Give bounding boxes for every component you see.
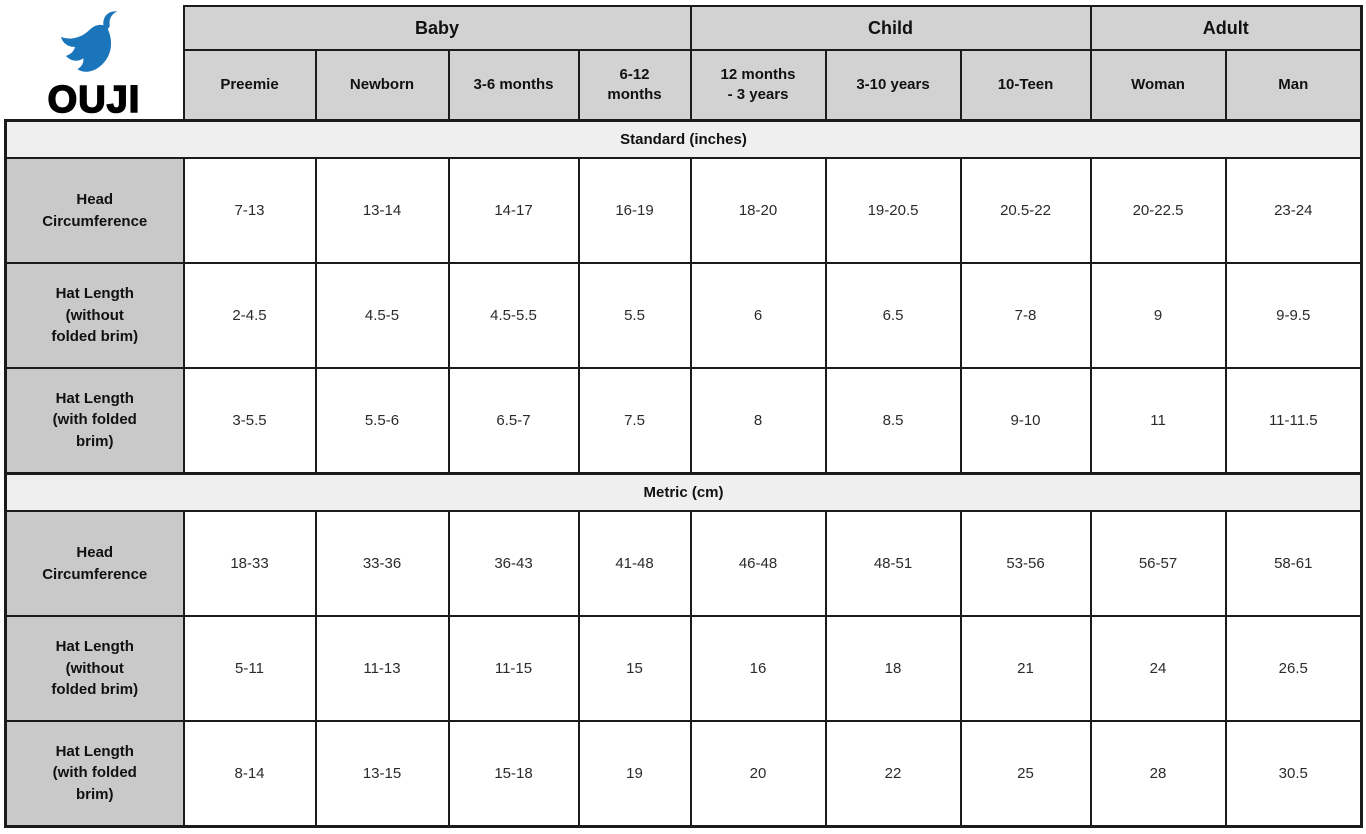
group-header-baby: Baby (182, 5, 692, 51)
cell-value: 13-15 (314, 720, 450, 828)
column-header-10-teen: 10-Teen (959, 49, 1092, 121)
table-row: Head Circumference 7-13 13-14 14-17 16-1… (4, 157, 1364, 264)
section-band-metric: Metric (cm) (3, 471, 1364, 512)
cell-value: 19-20.5 (824, 157, 962, 264)
cell-value: 56-57 (1089, 510, 1227, 617)
cell-value: 11-15 (447, 615, 580, 722)
cell-value: 23-24 (1224, 157, 1364, 264)
cell-value: 9 (1089, 262, 1227, 369)
hat-size-chart: OUJI Baby Child Adult Preemie Newborn 3-… (3, 5, 1364, 828)
row-label-head-circumference: Head Circumference (4, 510, 185, 617)
cell-value: 11-11.5 (1224, 367, 1364, 474)
cell-value: 58-61 (1224, 510, 1364, 617)
row-label-hat-length-with-brim: Hat Length (with folded brim) (4, 367, 185, 474)
cell-value: 7-8 (959, 262, 1092, 369)
cell-value: 8 (689, 367, 827, 474)
column-header-newborn: Newborn (314, 49, 450, 121)
cell-value: 26.5 (1224, 615, 1364, 722)
cell-value: 15 (577, 615, 692, 722)
cell-value: 5.5 (577, 262, 692, 369)
cell-value: 11-13 (314, 615, 450, 722)
cell-value: 11 (1089, 367, 1227, 474)
cell-value: 30.5 (1224, 720, 1364, 828)
cell-value: 3-5.5 (182, 367, 317, 474)
cell-value: 16-19 (577, 157, 692, 264)
cell-value: 20.5-22 (959, 157, 1092, 264)
section-title-metric: Metric (cm) (3, 471, 1364, 512)
column-header-woman: Woman (1089, 49, 1227, 121)
cell-value: 2-4.5 (182, 262, 317, 369)
group-header-adult: Adult (1089, 5, 1364, 51)
brand-logo: OUJI (6, 6, 183, 121)
cell-value: 7.5 (577, 367, 692, 474)
cell-value: 24 (1089, 615, 1227, 722)
cell-value: 33-36 (314, 510, 450, 617)
column-header-12m-3y: 12 months - 3 years (689, 49, 827, 121)
row-label-hat-length-with-brim: Hat Length (with folded brim) (4, 720, 185, 828)
cell-value: 22 (824, 720, 962, 828)
table-row: Head Circumference 18-33 33-36 36-43 41-… (4, 510, 1364, 617)
cell-value: 25 (959, 720, 1092, 828)
row-label-head-circumference: Head Circumference (4, 157, 185, 264)
cell-value: 7-13 (182, 157, 317, 264)
section-title-standard: Standard (inches) (3, 118, 1364, 159)
cell-value: 6 (689, 262, 827, 369)
column-header-3-10-years: 3-10 years (824, 49, 962, 121)
cell-value: 18 (824, 615, 962, 722)
brand-name: OUJI (47, 78, 141, 121)
column-header-3-6-months: 3-6 months (447, 49, 580, 121)
cell-value: 6.5-7 (447, 367, 580, 474)
cell-value: 36-43 (447, 510, 580, 617)
column-header-man: Man (1224, 49, 1364, 121)
cell-value: 4.5-5 (314, 262, 450, 369)
table-row: Hat Length (without folded brim) 5-11 11… (4, 615, 1364, 722)
row-label-hat-length-without-brim: Hat Length (without folded brim) (4, 615, 185, 722)
table-row: Hat Length (with folded brim) 8-14 13-15… (4, 720, 1364, 828)
cell-value: 9-9.5 (1224, 262, 1364, 369)
cell-value: 14-17 (447, 157, 580, 264)
cell-value: 5-11 (182, 615, 317, 722)
cell-value: 15-18 (447, 720, 580, 828)
cell-value: 4.5-5.5 (447, 262, 580, 369)
group-header-row: OUJI Baby Child Adult (5, 5, 1364, 122)
brand-logo-cell: OUJI (5, 6, 185, 122)
cell-value: 53-56 (959, 510, 1092, 617)
table-row: Hat Length (without folded brim) 2-4.5 4… (4, 262, 1364, 369)
section-band-standard: Standard (inches) (3, 118, 1364, 159)
row-label-hat-length-without-brim: Hat Length (without folded brim) (4, 262, 185, 369)
table-row: Hat Length (with folded brim) 3-5.5 5.5-… (4, 367, 1364, 474)
cell-value: 18-33 (182, 510, 317, 617)
cell-value: 28 (1089, 720, 1227, 828)
cell-value: 5.5-6 (314, 367, 450, 474)
cell-value: 21 (959, 615, 1092, 722)
cell-value: 41-48 (577, 510, 692, 617)
cell-value: 16 (689, 615, 827, 722)
cell-value: 18-20 (689, 157, 827, 264)
cell-value: 8-14 (182, 720, 317, 828)
column-header-row: Preemie Newborn 3-6 months 6-12 months 1… (6, 49, 1364, 121)
cell-value: 46-48 (689, 510, 827, 617)
group-header-child: Child (689, 5, 1092, 51)
cell-value: 20 (689, 720, 827, 828)
cell-value: 20-22.5 (1089, 157, 1227, 264)
cell-value: 8.5 (824, 367, 962, 474)
cell-value: 6.5 (824, 262, 962, 369)
cell-value: 9-10 (959, 367, 1092, 474)
cell-value: 13-14 (314, 157, 450, 264)
fish-logo-icon (60, 11, 118, 72)
cell-value: 48-51 (824, 510, 962, 617)
cell-value: 19 (577, 720, 692, 828)
column-header-preemie: Preemie (182, 49, 317, 121)
column-header-6-12-months: 6-12 months (577, 49, 692, 121)
